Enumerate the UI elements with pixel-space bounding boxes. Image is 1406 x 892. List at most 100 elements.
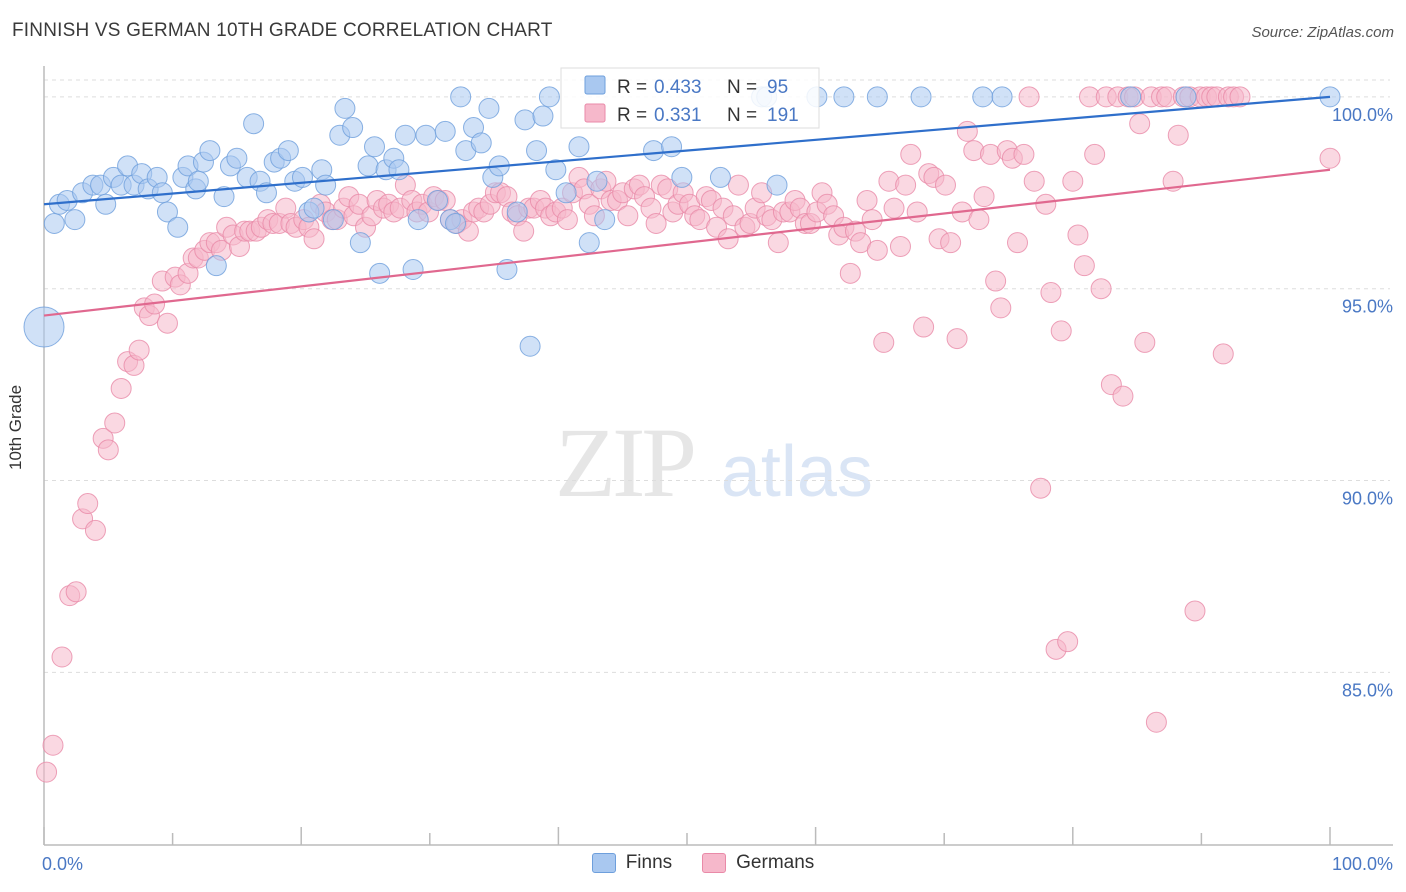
- finns-point: [303, 197, 325, 219]
- finns-point: [167, 216, 189, 238]
- germans-point: [36, 761, 58, 783]
- finns-point: [334, 97, 356, 119]
- finns-point: [661, 136, 683, 158]
- finns-point: [255, 182, 277, 204]
- germans-point: [1067, 224, 1089, 246]
- finns-point: [594, 209, 616, 231]
- finns-point: [95, 193, 117, 215]
- germans-point: [1007, 232, 1029, 254]
- finns-point: [434, 120, 456, 142]
- finns-point: [766, 174, 788, 196]
- germans-point: [617, 205, 639, 227]
- finns-point: [322, 209, 344, 231]
- y-tick-label: 90.0%: [1342, 489, 1393, 509]
- germans-point: [110, 377, 132, 399]
- germans-point: [934, 174, 956, 196]
- germans-trend-line: [43, 168, 1331, 317]
- germans-point: [1184, 600, 1206, 622]
- finns-point: [291, 166, 313, 188]
- finns-point: [342, 117, 364, 139]
- finns-point: [394, 124, 416, 146]
- germans-point: [946, 328, 968, 350]
- germans-point: [956, 120, 978, 142]
- germans-point: [900, 143, 922, 165]
- germans-point: [556, 209, 578, 231]
- germans-point: [767, 232, 789, 254]
- x-tick-label: 100.0%: [1332, 854, 1393, 874]
- germans-point: [906, 201, 928, 223]
- finns-point: [555, 182, 577, 204]
- finns-point: [427, 189, 449, 211]
- finns-point: [64, 209, 86, 231]
- finns-point: [243, 113, 265, 135]
- finns-point: [538, 86, 560, 108]
- germans-point: [51, 646, 73, 668]
- germans-point: [128, 339, 150, 361]
- germans-point: [77, 493, 99, 515]
- finns-point: [156, 201, 178, 223]
- n-value: 95: [767, 77, 788, 98]
- y-tick-label: 100.0%: [1332, 105, 1393, 125]
- germans-point: [968, 209, 990, 231]
- germans-point: [866, 239, 888, 261]
- germans-point: [1145, 711, 1167, 733]
- finns-point: [1175, 86, 1197, 108]
- n-label: N =: [727, 105, 757, 126]
- finns-point: [277, 140, 299, 162]
- finns-point: [526, 140, 548, 162]
- finns-point: [357, 155, 379, 177]
- stats-swatch-finns: [584, 75, 606, 95]
- germans-point: [1040, 282, 1062, 304]
- finns-point: [315, 174, 337, 196]
- germans-point: [156, 312, 178, 334]
- r-label: R =: [617, 105, 647, 126]
- germans-point: [895, 174, 917, 196]
- r-value: 0.433: [654, 77, 702, 98]
- finns-point: [478, 97, 500, 119]
- finns-point: [470, 132, 492, 154]
- germans-point: [856, 189, 878, 211]
- germans-point: [973, 186, 995, 208]
- germans-point: [42, 734, 64, 756]
- y-tick-label: 85.0%: [1342, 680, 1393, 700]
- germans-point: [990, 297, 1012, 319]
- germans-point: [1129, 113, 1151, 135]
- germans-point: [104, 412, 126, 434]
- finns-point: [364, 136, 386, 158]
- legend-item-finns[interactable]: Finns: [591, 852, 672, 874]
- germans-point: [861, 209, 883, 231]
- legend-item-germans[interactable]: Germans: [702, 852, 814, 874]
- n-label: N =: [727, 77, 757, 98]
- finns-point: [402, 259, 424, 281]
- finns-point: [187, 170, 209, 192]
- finns-point: [506, 201, 528, 223]
- germans-point: [727, 174, 749, 196]
- stats-legend: R = 0.433 N = 95 R = 0.331 N = 191: [560, 67, 820, 129]
- germans-point: [873, 331, 895, 353]
- finns-point: [205, 255, 227, 277]
- finns-point: [586, 170, 608, 192]
- finns-point: [643, 140, 665, 162]
- finns-point: [199, 140, 221, 162]
- germans-point: [1073, 255, 1095, 277]
- stats-swatch-germans: [584, 103, 606, 123]
- tick-labels: 85.0% 90.0% 95.0% 100.0% 0.0% 100.0%: [42, 105, 1393, 874]
- germans-point: [889, 235, 911, 257]
- finns-point: [213, 186, 235, 208]
- finns-point: [369, 262, 391, 284]
- germans-point: [303, 228, 325, 250]
- germans-point: [1229, 86, 1251, 108]
- y-tick-label: 95.0%: [1342, 297, 1393, 317]
- germans-point: [940, 232, 962, 254]
- finns-point: [1120, 86, 1142, 108]
- germans-point: [1090, 278, 1112, 300]
- germans-point: [913, 316, 935, 338]
- germans-point: [1112, 385, 1134, 407]
- r-label: R =: [617, 77, 647, 98]
- finns-point: [23, 306, 65, 348]
- finns-point: [43, 212, 65, 234]
- x-tick-label: 0.0%: [42, 854, 83, 874]
- germans-point: [97, 439, 119, 461]
- axis-layer: [43, 66, 1393, 846]
